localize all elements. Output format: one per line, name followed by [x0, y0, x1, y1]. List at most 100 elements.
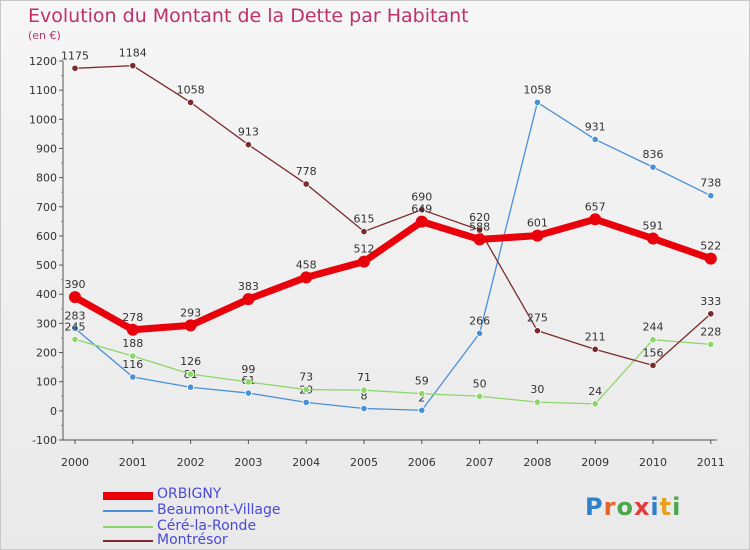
data-label-cere-la-ronde: 30: [530, 383, 544, 396]
legend-swatch-orbigny: [103, 492, 153, 500]
data-label-orbigny: 512: [354, 243, 375, 256]
data-label-beaumont-village: 738: [700, 177, 721, 190]
data-point-orbigny: [473, 233, 486, 246]
data-point-cere-la-ronde: [129, 352, 137, 360]
logo-letter: i: [650, 493, 660, 521]
data-label-cere-la-ronde: 126: [180, 355, 201, 368]
data-label-cere-la-ronde: 59: [415, 375, 429, 388]
data-point-montresor: [418, 206, 426, 214]
data-point-montresor: [187, 98, 195, 106]
data-point-orbigny: [69, 291, 81, 304]
data-point-montresor: [71, 64, 79, 72]
data-point-beaumont-village: [71, 324, 79, 332]
data-point-cere-la-ronde: [418, 390, 426, 398]
data-point-orbigny: [300, 271, 313, 284]
legend-swatch-montresor: [103, 540, 153, 542]
data-point-cere-la-ronde: [71, 335, 79, 344]
chart-title: Evolution du Montant de la Dette par Hab…: [28, 5, 469, 27]
data-label-orbigny: 458: [296, 258, 317, 271]
x-tick-label: 2001: [119, 456, 147, 469]
logo-letter: o: [616, 493, 634, 521]
y-unit-label: (en €): [28, 29, 61, 42]
legend-swatch-cere-la-ronde: [103, 526, 153, 528]
data-point-montresor: [533, 327, 542, 335]
data-point-orbigny: [358, 255, 370, 268]
data-point-montresor: [649, 361, 657, 369]
data-label-montresor: 1175: [61, 49, 89, 62]
legend-label-montresor: Montrésor: [157, 532, 228, 548]
y-tick-label: 1200: [29, 55, 57, 68]
legend-label-orbigny: ORBIGNY: [157, 486, 222, 502]
y-tick-label: 100: [36, 376, 57, 389]
data-point-beaumont-village: [707, 192, 715, 200]
data-point-beaumont-village: [302, 398, 310, 406]
y-tick-label: 700: [36, 201, 57, 214]
data-label-cere-la-ronde: 71: [357, 371, 371, 384]
x-tick-label: 2000: [61, 456, 89, 469]
y-tick-label: 400: [36, 288, 57, 301]
x-tick-label: 2003: [234, 456, 262, 469]
y-tick-label: 600: [36, 230, 57, 243]
series-line-beaumont-village: [74, 101, 712, 411]
y-tick-label: 900: [36, 142, 57, 155]
data-point-orbigny: [415, 215, 428, 228]
data-point-montresor: [707, 310, 715, 318]
data-point-cere-la-ronde: [533, 398, 542, 406]
data-point-orbigny: [242, 293, 255, 306]
data-point-beaumont-village: [187, 383, 195, 391]
data-label-orbigny: 278: [122, 311, 143, 324]
data-point-cere-la-ronde: [591, 400, 599, 408]
x-tick-label: 2007: [466, 456, 494, 469]
logo-letter: i: [672, 493, 682, 521]
data-label-beaumont-village: 1058: [523, 83, 551, 96]
legend-label-cere-la-ronde: Céré-la-Ronde: [157, 518, 257, 534]
data-point-montresor: [475, 226, 484, 234]
y-tick-label: 800: [36, 172, 57, 185]
data-label-montresor: 1058: [177, 83, 205, 96]
series-line-cere-la-ronde: [74, 338, 712, 405]
data-point-cere-la-ronde: [302, 385, 310, 394]
data-label-beaumont-village: 8: [361, 390, 368, 403]
data-label-orbigny: 293: [180, 306, 201, 319]
data-point-orbigny: [704, 252, 717, 265]
data-label-montresor: 778: [296, 165, 317, 178]
x-tick-label: 2010: [639, 456, 667, 469]
y-tick-label: 200: [36, 347, 57, 360]
data-label-orbigny: 383: [238, 280, 259, 293]
data-label-orbigny: 591: [643, 220, 664, 233]
y-tick-label: 300: [36, 317, 57, 330]
data-label-montresor: 690: [411, 191, 432, 204]
y-tick-label: 1000: [29, 113, 57, 126]
data-label-cere-la-ronde: 245: [65, 320, 86, 333]
y-tick-label: 1100: [29, 84, 57, 97]
data-label-montresor: 156: [643, 346, 664, 359]
data-point-orbigny: [126, 323, 139, 336]
proxiti-logo: Proxiti: [585, 493, 681, 521]
data-point-orbigny: [531, 229, 544, 242]
y-tick-label: 500: [36, 259, 57, 272]
data-point-cere-la-ronde: [187, 370, 195, 378]
chart-plot: -100 0 100 200 300 400 500 600 700 800 900 1000 1100…: [29, 47, 725, 469]
data-label-cere-la-ronde: 99: [241, 363, 255, 376]
data-label-montresor: 615: [354, 213, 375, 226]
data-label-cere-la-ronde: 73: [299, 371, 313, 384]
data-point-cere-la-ronde: [707, 340, 715, 348]
data-point-beaumont-village: [244, 389, 252, 397]
x-tick-label: 2011: [697, 456, 725, 469]
x-tick-label: 2004: [292, 456, 320, 469]
data-point-beaumont-village: [129, 373, 137, 381]
data-label-beaumont-village: 931: [585, 120, 606, 133]
series-line-orbigny: [71, 215, 715, 334]
data-point-montresor: [360, 227, 368, 236]
data-label-cere-la-ronde: 228: [700, 325, 721, 338]
data-label-orbigny: 522: [700, 240, 721, 253]
logo-letter: t: [659, 493, 673, 521]
legend-label-beaumont-village: Beaumont-Village: [157, 502, 281, 518]
data-point-beaumont-village: [360, 404, 368, 413]
data-point-cere-la-ronde: [244, 378, 252, 386]
series-line-montresor: [74, 65, 712, 367]
data-label-orbigny: 601: [527, 217, 548, 230]
data-point-beaumont-village: [533, 98, 542, 106]
x-tick-label: 2005: [350, 456, 378, 469]
data-point-beaumont-village: [475, 329, 484, 337]
